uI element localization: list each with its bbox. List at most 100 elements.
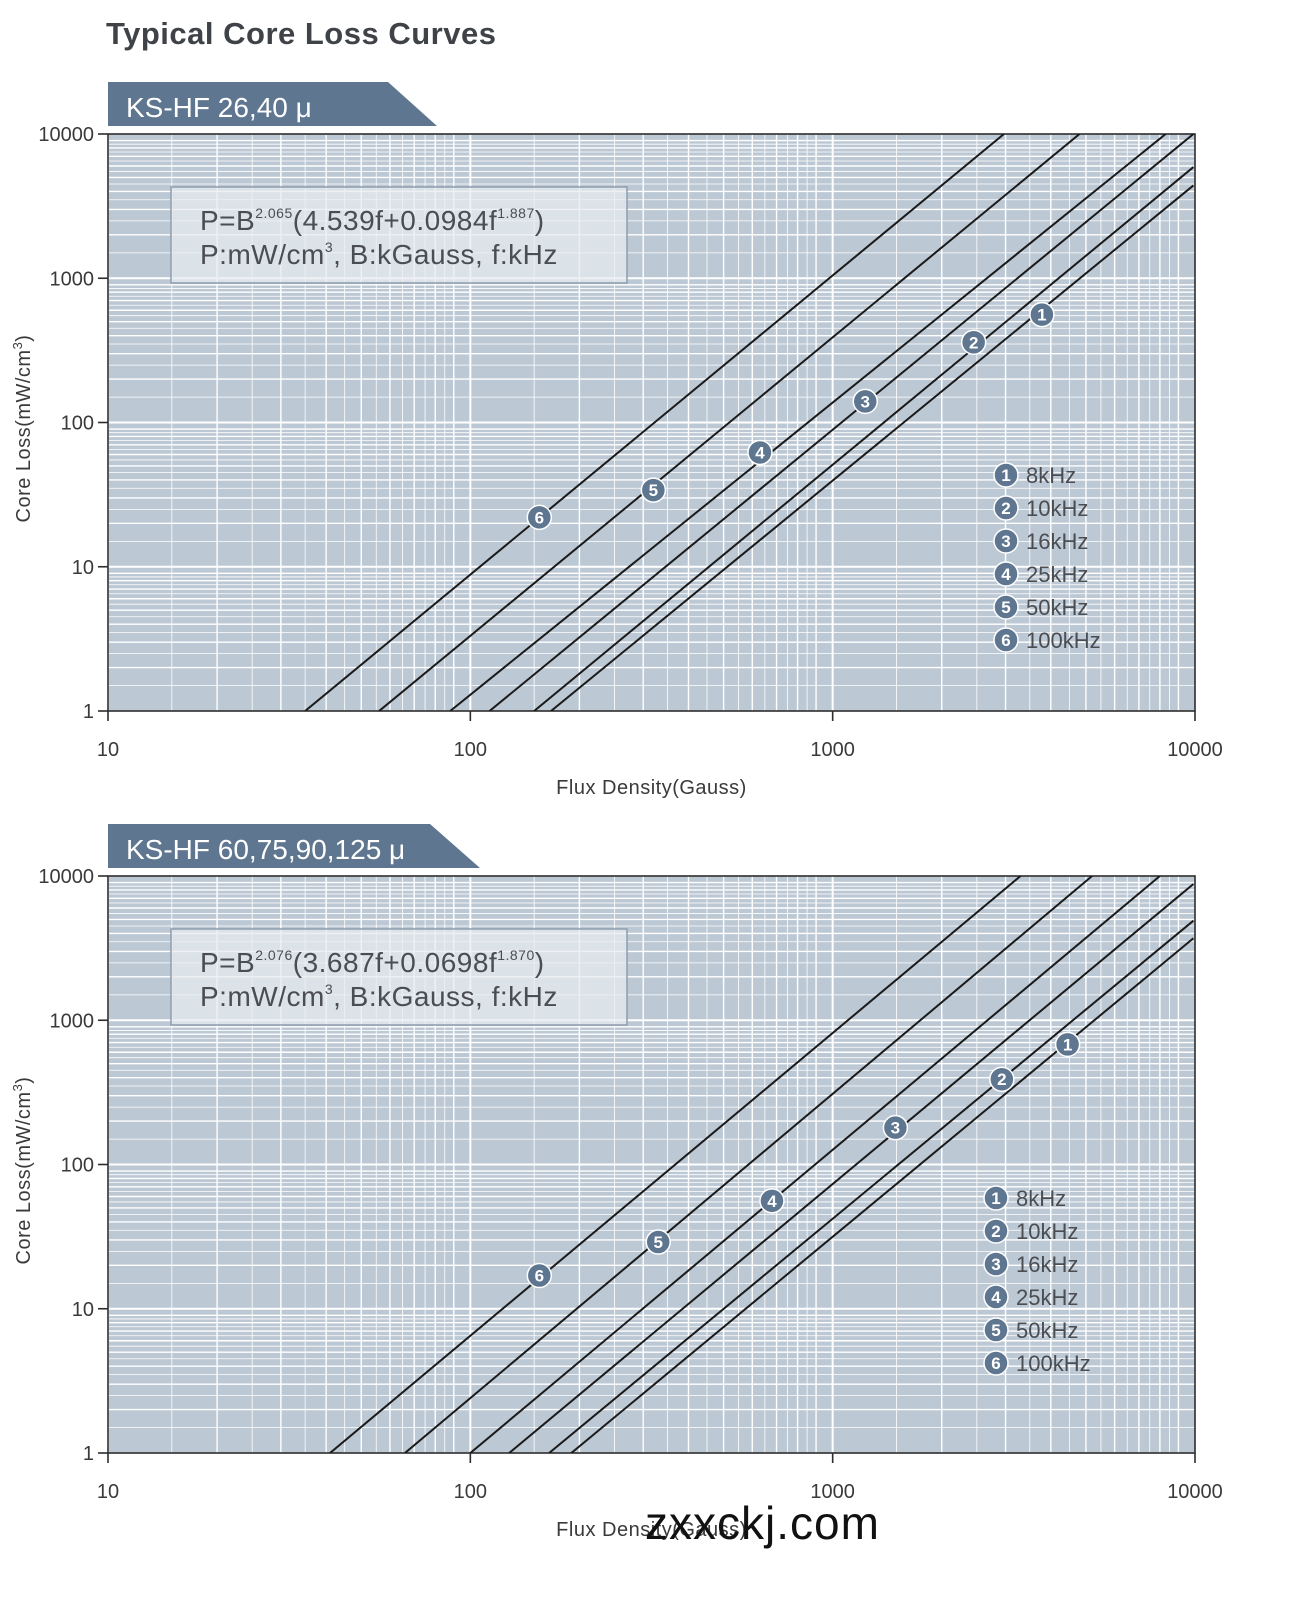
legend-badge-number: 4: [991, 1288, 1001, 1307]
legend-item: 6 100kHz: [983, 1350, 1091, 1376]
formula-line-1: P=B2.076(3.687f+0.0698f1.870): [200, 947, 545, 978]
curve-badge-number: 4: [755, 443, 765, 462]
legend-item: 5 50kHz: [983, 1317, 1078, 1343]
legend-badge-number: 6: [991, 1354, 1000, 1373]
formula-box-bg: [170, 928, 628, 1026]
legend-badge-number: 2: [1001, 499, 1010, 518]
legend-label: 10kHz: [1016, 1219, 1078, 1244]
curve-10kHz: [548, 919, 1195, 1453]
x-axis-title: Flux Density(Gauss): [556, 777, 747, 799]
legend-badge-number: 1: [991, 1189, 1000, 1208]
curve-badge-3: 3: [882, 1114, 909, 1141]
y-axis-title: Core Loss(mW/cm3): [10, 1077, 35, 1265]
legend-badge-number: 5: [1001, 598, 1010, 617]
curve-badge-circle: [759, 1188, 785, 1214]
chart-title: KS-HF 26,40 μ: [126, 92, 312, 123]
legend-badge-number: 6: [1001, 631, 1010, 650]
curve-badge-number: 1: [1063, 1035, 1072, 1054]
x-tick-label: 10000: [1167, 739, 1223, 761]
curve-badge-number: 2: [969, 333, 978, 352]
legend-badge: [993, 561, 1019, 587]
y-tick-label: 100: [61, 413, 94, 435]
x-tick-label: 1000: [810, 1481, 855, 1503]
legend: 1 8kHz 2 10kHz 3 16kHz 4 25kHz 5 50kHz 6 100kHz: [993, 462, 1101, 653]
curve-8kHz: [570, 937, 1195, 1453]
curve-badge-number: 2: [997, 1070, 1006, 1089]
curve-25kHz: [469, 876, 1161, 1453]
x-tick-label: 100: [454, 739, 487, 761]
legend-label: 8kHz: [1016, 1186, 1066, 1211]
formula-box-bg: [170, 186, 628, 284]
legend-label: 10kHz: [1026, 496, 1088, 521]
y-axis-title: Core Loss(mW/cm3): [10, 335, 35, 523]
curve-badge-2: 2: [960, 329, 987, 356]
legend-item: 4 25kHz: [993, 561, 1088, 587]
x-tick-label: 10: [97, 739, 119, 761]
curve-100kHz: [329, 876, 1022, 1453]
legend-item: 2 10kHz: [983, 1218, 1078, 1244]
curve-badge-number: 5: [649, 481, 658, 500]
legend-badge: [993, 495, 1019, 521]
curve-badge-circle: [526, 504, 553, 531]
curve-badge-circle: [960, 329, 987, 356]
y-tick-label: 10000: [38, 124, 94, 146]
legend-item: 6 100kHz: [993, 627, 1101, 653]
y-tick-label: 1000: [50, 1010, 95, 1032]
curve-badge-1: 1: [1029, 301, 1055, 328]
curve-badge-number: 1: [1037, 306, 1046, 325]
legend-badge: [983, 1284, 1009, 1310]
curve-badge-number: 3: [891, 1119, 900, 1138]
chart-title-banner: [108, 82, 437, 126]
legend-label: 8kHz: [1026, 463, 1076, 488]
legend-badge: [983, 1218, 1009, 1244]
chart-title-banner: [108, 824, 480, 868]
legend-item: 2 10kHz: [993, 495, 1088, 521]
legend-badge: [983, 1317, 1009, 1343]
formula-line-2: P:mW/cm3, B:kGauss, f:kHz: [200, 239, 558, 270]
curve-badge-4: 4: [759, 1188, 785, 1214]
page-title: Typical Core Loss Curves: [106, 16, 497, 51]
curve-badge-circle: [747, 439, 773, 466]
grid: [107, 876, 1195, 1453]
curve-badge-circle: [852, 388, 878, 415]
legend-badge-number: 2: [991, 1222, 1000, 1241]
chart-title: KS-HF 60,75,90,125 μ: [126, 834, 405, 865]
legend-badge-number: 1: [1001, 466, 1010, 485]
x-tick-label: 1000: [810, 739, 855, 761]
legend-item: 4 25kHz: [983, 1284, 1078, 1310]
y-tick-label: 10: [72, 1299, 94, 1321]
legend-badge: [983, 1350, 1009, 1376]
curve-badge-5: 5: [640, 477, 667, 503]
legend-item: 3 16kHz: [993, 528, 1088, 554]
y-tick-label: 1000: [50, 268, 95, 290]
curve-100kHz: [304, 134, 1005, 711]
legend-badge: [983, 1185, 1009, 1211]
curve-badge-3: 3: [852, 388, 878, 415]
curve-badge-circle: [645, 1229, 671, 1255]
y-tick-label: 1: [83, 701, 94, 723]
curve-badge-5: 5: [645, 1229, 671, 1255]
curve-badge-number: 3: [861, 392, 870, 411]
x-tick-label: 10: [97, 1481, 119, 1503]
curve-badge-number: 6: [535, 1267, 544, 1286]
legend-label: 50kHz: [1026, 595, 1088, 620]
curve-badge-6: 6: [526, 504, 553, 531]
formula-line-1: P=B2.065(4.539f+0.0984f1.887): [200, 205, 545, 236]
legend-label: 100kHz: [1026, 628, 1101, 653]
formula-line-2: P:mW/cm3, B:kGauss, f:kHz: [200, 981, 558, 1012]
legend-label: 16kHz: [1026, 529, 1088, 554]
legend-label: 25kHz: [1026, 562, 1088, 587]
legend-item: 1 8kHz: [983, 1185, 1066, 1211]
legend-badge: [993, 528, 1019, 554]
y-tick-label: 10: [72, 557, 94, 579]
curve-badge-circle: [526, 1262, 553, 1289]
curve-50kHz: [404, 876, 1093, 1453]
formula-box: P=B2.065(4.539f+0.0984f1.887)P:mW/cm3, B…: [170, 186, 628, 284]
curves: [329, 876, 1195, 1453]
legend-badge: [983, 1251, 1009, 1277]
legend-label: 16kHz: [1016, 1252, 1078, 1277]
curve-badge-circle: [1029, 301, 1055, 328]
legend-badge-number: 3: [1001, 532, 1010, 551]
